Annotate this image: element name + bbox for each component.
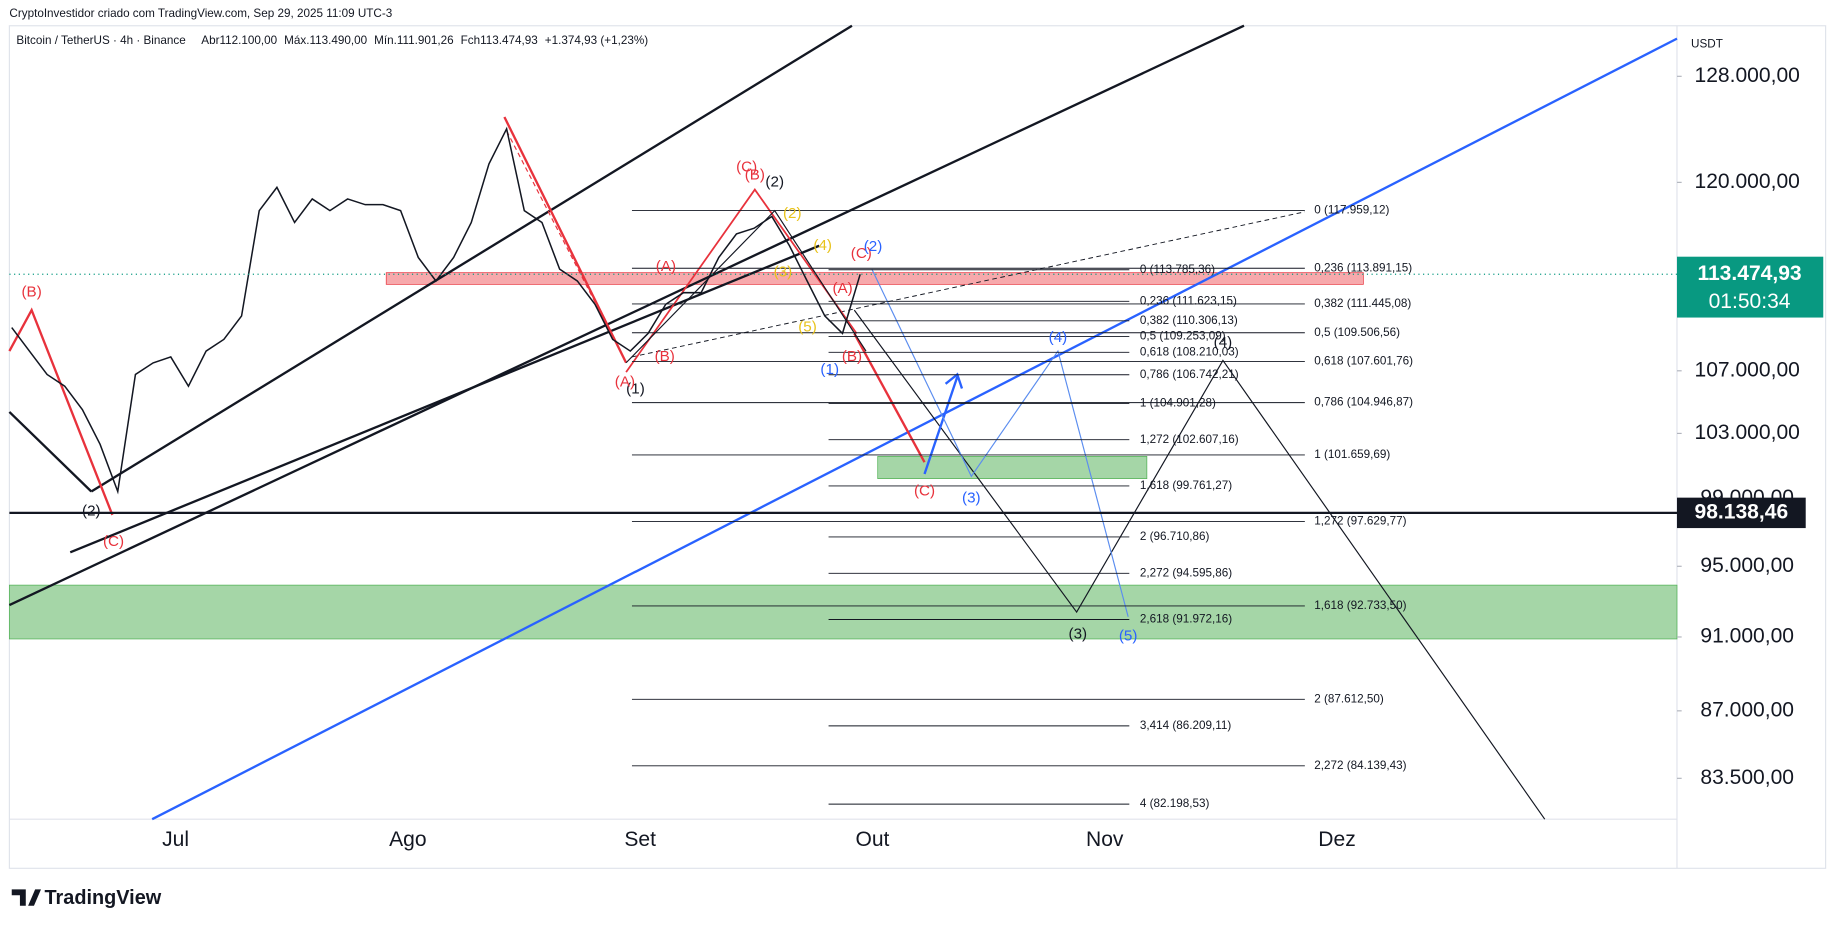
fib-label: 2,272 (84.139,43) bbox=[1314, 759, 1406, 772]
price-tag bbox=[1676, 497, 1806, 529]
wave-label: (5) bbox=[798, 319, 817, 336]
fib-label: 0,618 (108.210,03) bbox=[1140, 345, 1239, 358]
projection-arrow bbox=[923, 376, 959, 475]
wave-label: (5) bbox=[1119, 628, 1138, 645]
fib-label: 0 (117.959,12) bbox=[1314, 204, 1389, 217]
y-tick-label: 103.000,00 bbox=[1695, 421, 1800, 444]
ohlc-value: Abr112.100,00 bbox=[201, 34, 277, 47]
fib-label: 2 (87.612,50) bbox=[1314, 692, 1384, 705]
price-tag-label: 98.138,46 bbox=[1695, 500, 1789, 523]
resistance-zone bbox=[385, 272, 1364, 285]
fib-label: 0,5 (109.253,09) bbox=[1140, 330, 1226, 343]
wave-label: (C) bbox=[851, 245, 872, 262]
channel-line bbox=[8, 24, 1245, 607]
channel-line bbox=[69, 244, 820, 554]
fib-label: 3,414 (86.209,11) bbox=[1140, 719, 1232, 732]
wave-label: (A) bbox=[832, 280, 852, 297]
currency: USDT bbox=[1691, 38, 1723, 51]
fib-label: 1,618 (99.761,27) bbox=[1140, 479, 1232, 492]
logo: TradingView bbox=[11, 887, 162, 909]
fib-label: 2,618 (91.972,16) bbox=[1140, 613, 1232, 626]
fib-label: 0,786 (106.742,21) bbox=[1140, 368, 1239, 381]
wave-label: (A) bbox=[656, 258, 676, 275]
x-tick-label: Dez bbox=[1318, 828, 1355, 851]
fib-label: 1,272 (97.629,77) bbox=[1314, 515, 1406, 528]
fib-label: 1,272 (102.607,16) bbox=[1140, 433, 1239, 446]
y-tick-label: 95.000,00 bbox=[1700, 554, 1794, 577]
y-tick-label: 83.500,00 bbox=[1700, 766, 1794, 789]
fib-label: 1,618 (92.733,50) bbox=[1314, 599, 1406, 612]
wave-label: (3) bbox=[962, 490, 981, 507]
x-tick-label: Jul bbox=[162, 828, 189, 851]
wave-label: (3) bbox=[774, 264, 793, 281]
fib-label: 2,272 (94.595,86) bbox=[1140, 566, 1232, 579]
credit: CryptoInvestidor criado com TradingView.… bbox=[9, 7, 392, 20]
wave-label: (3) bbox=[1069, 625, 1088, 642]
support-zone bbox=[9, 584, 1678, 640]
fib-label: 0,236 (113.891,15) bbox=[1314, 261, 1412, 274]
wave-path bbox=[853, 332, 926, 463]
last-price-label: 113.474,93 bbox=[1697, 262, 1801, 285]
ohlc-value: Mín.111.901,26 bbox=[374, 34, 454, 47]
ohlc-value: +1.374,93 (+1,23%) bbox=[545, 34, 648, 47]
wave-label: (C) bbox=[103, 533, 124, 550]
wave-line bbox=[8, 411, 93, 493]
wave-label: (B) bbox=[21, 284, 41, 301]
channel-line bbox=[90, 24, 853, 493]
wave-label: (4) bbox=[1214, 334, 1233, 351]
projection-path bbox=[871, 268, 1129, 617]
fib-label: 1 (104.901,28) bbox=[1140, 396, 1216, 409]
fib-label: 0,786 (104.946,87) bbox=[1314, 396, 1413, 409]
target-zone bbox=[877, 456, 1148, 479]
fib-label: 0,382 (110.306,13) bbox=[1140, 314, 1238, 327]
wave-label: (1) bbox=[820, 361, 839, 378]
wave-label: (2) bbox=[783, 205, 802, 222]
wave-path bbox=[503, 116, 628, 364]
wave-label: (2) bbox=[765, 174, 784, 191]
symbol: Bitcoin / TetherUS · 4h · Binance bbox=[16, 34, 185, 47]
y-tick-label: 120.000,00 bbox=[1695, 170, 1800, 193]
fib-label: 1 (101.659,69) bbox=[1314, 448, 1390, 461]
wave-path bbox=[625, 188, 858, 373]
x-tick-label: Set bbox=[624, 828, 656, 851]
wave-label: (2) bbox=[82, 502, 101, 519]
ohlc-value: Máx.113.490,00 bbox=[284, 34, 367, 47]
wave-label: (B) bbox=[655, 348, 675, 365]
fib-label: 0 (113.785,36) bbox=[1140, 263, 1215, 276]
wave-label: (4) bbox=[1049, 329, 1068, 346]
x-tick-label: Ago bbox=[389, 828, 426, 851]
last-price-tag bbox=[1676, 256, 1824, 318]
wave-path bbox=[506, 130, 621, 352]
wave-label: (4) bbox=[813, 237, 832, 254]
wave-label: (1) bbox=[626, 381, 645, 398]
y-tick-label: 91.000,00 bbox=[1700, 625, 1794, 648]
wave-label: (B) bbox=[745, 167, 765, 184]
projection-path bbox=[853, 309, 1546, 820]
wave-label: (C) bbox=[914, 483, 935, 500]
fib-label: 0,382 (111.445,08) bbox=[1314, 297, 1411, 310]
trend-line bbox=[151, 37, 1678, 821]
wave-label: (2) bbox=[864, 238, 883, 255]
fib-label: 0,236 (111.623,15) bbox=[1140, 294, 1237, 307]
wave-label: (C) bbox=[736, 158, 757, 175]
frame bbox=[8, 25, 1827, 869]
x-tick-label: Nov bbox=[1086, 828, 1124, 851]
wave-path bbox=[8, 307, 114, 516]
wave-label: (B) bbox=[842, 348, 862, 365]
fib-label: 0,618 (107.601,76) bbox=[1314, 355, 1413, 368]
wave-label: (A) bbox=[615, 374, 635, 391]
y-tick-label: 128.000,00 bbox=[1695, 64, 1800, 87]
ohlc-value: Fch113.474,93 bbox=[461, 34, 538, 47]
y-tick-label: 107.000,00 bbox=[1695, 358, 1800, 381]
x-tick-label: Out bbox=[855, 828, 889, 851]
fib-label: 2 (96.710,86) bbox=[1140, 530, 1210, 543]
countdown: 01:50:34 bbox=[1709, 290, 1791, 313]
fib-label: 4 (82.198,53) bbox=[1140, 797, 1210, 810]
logo-text: TradingView bbox=[45, 887, 162, 909]
fib-label: 0,5 (109.506,56) bbox=[1314, 326, 1400, 339]
logo-mark bbox=[11, 889, 41, 906]
y-tick-label: 87.000,00 bbox=[1700, 698, 1794, 721]
price-line bbox=[11, 126, 861, 495]
